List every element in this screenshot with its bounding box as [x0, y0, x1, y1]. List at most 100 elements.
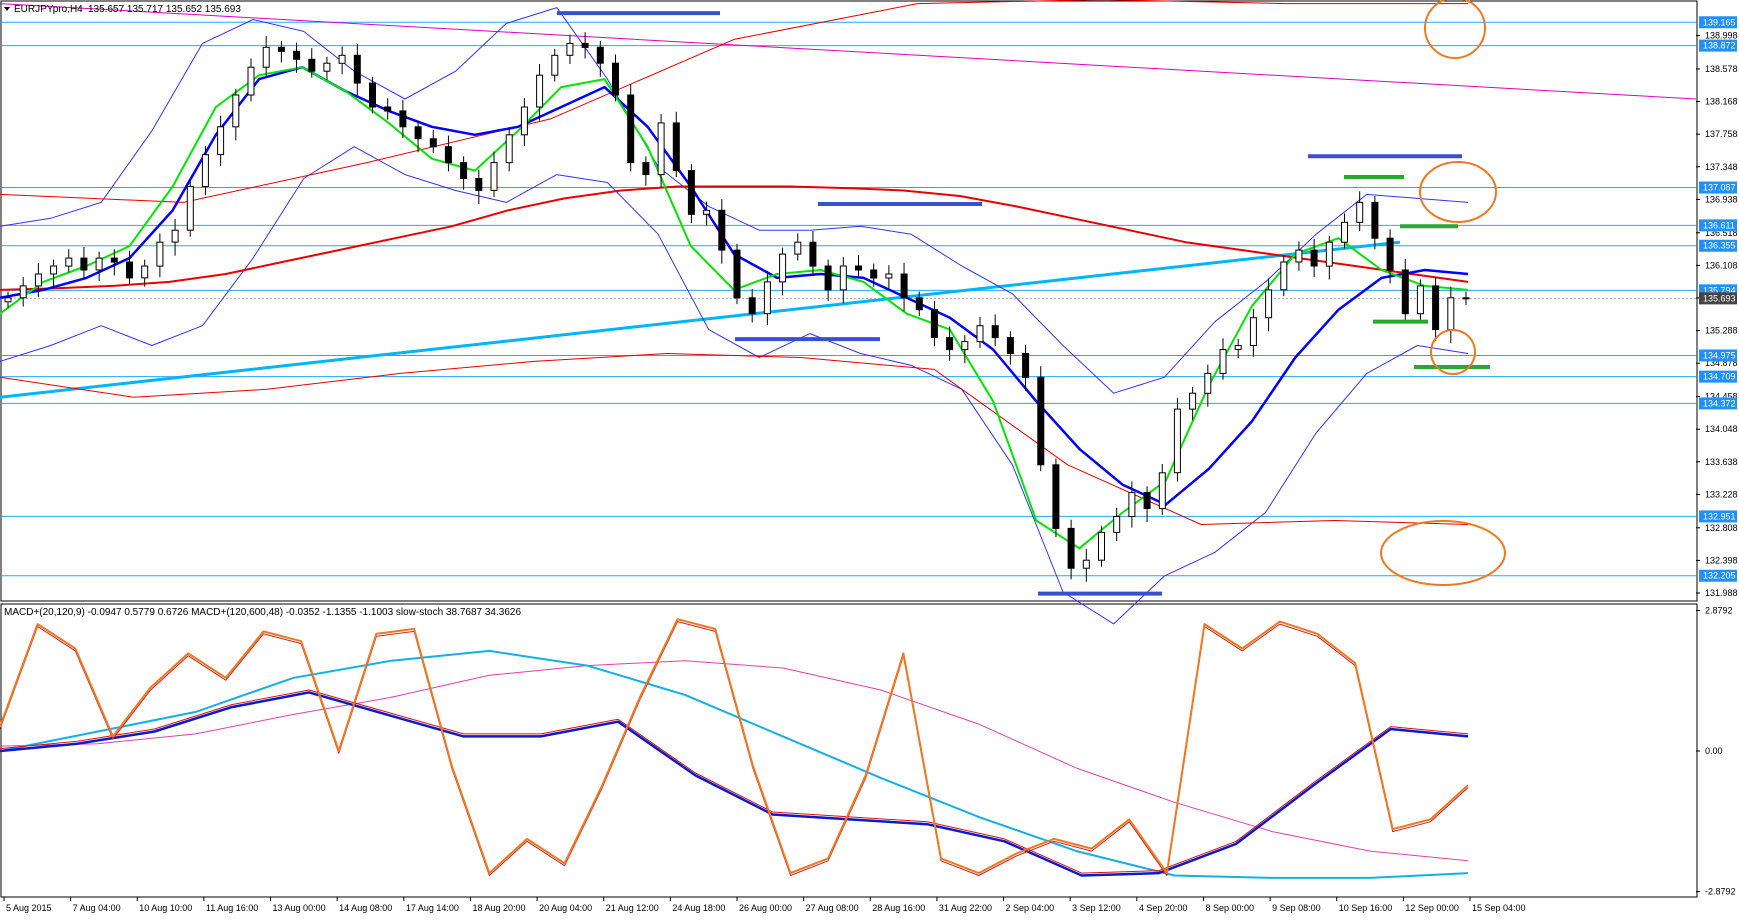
indicator-tick-label: 0.00 — [1705, 746, 1723, 756]
candle-body — [870, 269, 878, 279]
oscillator-lines — [0, 618, 1469, 879]
candle-body — [444, 146, 452, 164]
time-tick-label: 28 Aug 16:00 — [872, 903, 925, 913]
candle — [1325, 235, 1333, 280]
candle-body — [946, 337, 954, 351]
candle — [1189, 386, 1197, 421]
price-tick-label: 136.518 — [1705, 228, 1738, 238]
candle-body — [262, 46, 270, 68]
candle — [4, 291, 12, 309]
candle-body — [338, 54, 346, 64]
candle — [855, 254, 862, 277]
macd-signal-line — [0, 689, 1469, 874]
trendline-magenta — [0, 3, 1697, 100]
candle-body — [976, 325, 984, 343]
candle-body — [1295, 249, 1303, 263]
candle — [293, 42, 301, 73]
candle — [1143, 486, 1151, 523]
candle — [323, 56, 331, 80]
time-tick-label: 24 Aug 18:00 — [672, 903, 725, 913]
price-tick-label: 132.808 — [1705, 523, 1738, 533]
candle-body — [1234, 345, 1242, 350]
candle — [414, 120, 422, 153]
candle — [763, 270, 771, 325]
bollinger-upper-line — [0, 7, 1469, 394]
price-tick-label: 138.578 — [1705, 64, 1738, 74]
candle-body — [186, 186, 194, 231]
price-label-text: 136.355 — [1703, 241, 1736, 251]
candle — [1462, 291, 1470, 305]
time-tick-label: 21 Aug 12:00 — [606, 903, 659, 913]
indicator-tick-label: -2.8792 — [1705, 887, 1736, 897]
envelope-lower-line — [0, 353, 1469, 525]
candle-body — [779, 253, 787, 283]
candle-body — [217, 126, 225, 156]
time-tick-label: 27 Aug 08:00 — [806, 903, 859, 913]
candle — [141, 259, 149, 287]
candle — [1401, 258, 1409, 321]
time-tick-label: 10 Aug 10:00 — [139, 903, 192, 913]
candle-body — [1265, 289, 1273, 319]
price-tick-label: 136.108 — [1705, 260, 1738, 270]
candle-body — [399, 110, 407, 128]
price-label-text: 134.975 — [1703, 350, 1736, 360]
candle-body — [1158, 472, 1166, 510]
candle-body — [1128, 492, 1136, 518]
collapse-triangle-icon[interactable] — [4, 7, 10, 11]
candle-body — [961, 341, 969, 351]
envelope-upper-line — [0, 0, 1468, 203]
candle-body — [1022, 353, 1030, 378]
candle — [1416, 279, 1424, 323]
candle-body — [536, 74, 544, 108]
price-tick-label: 133.228 — [1705, 489, 1738, 499]
candle — [718, 199, 726, 264]
candle-body — [4, 297, 12, 303]
candle-body — [384, 106, 392, 112]
time-tick-label: 3 Sep 12:00 — [1072, 903, 1121, 913]
candle — [915, 291, 923, 317]
price-label-text: 137.087 — [1703, 183, 1736, 193]
candle — [748, 289, 756, 323]
price-label-text: 135.693 — [1703, 293, 1736, 303]
candle-body — [1249, 317, 1257, 347]
candle — [475, 169, 483, 204]
price-label-box — [1699, 16, 1737, 29]
price-tick-label: 132.398 — [1705, 555, 1738, 565]
candle — [1128, 481, 1136, 528]
candle — [247, 58, 255, 102]
candle-body — [1173, 408, 1181, 474]
candle — [870, 263, 878, 287]
price-label-box — [1699, 370, 1737, 383]
candle-body — [50, 265, 58, 275]
candle-body — [156, 241, 164, 267]
price-tick-label: 131.988 — [1705, 588, 1738, 598]
candle-body — [1113, 516, 1121, 533]
candle — [961, 335, 969, 364]
candle-body — [733, 249, 741, 299]
candle — [126, 250, 133, 285]
candle — [976, 316, 984, 348]
price-label-box — [1699, 397, 1737, 410]
candle — [657, 114, 665, 189]
price-tick-label: 138.998 — [1705, 31, 1738, 41]
candle — [1219, 338, 1227, 380]
time-tick-label: 13 Aug 00:00 — [273, 903, 326, 913]
candle-body — [1371, 201, 1379, 239]
candle — [171, 219, 179, 256]
candle — [1052, 458, 1060, 538]
candle — [277, 40, 285, 63]
candle — [779, 247, 787, 296]
candle — [991, 314, 999, 347]
candle — [156, 233, 164, 278]
price-label-box — [1699, 219, 1737, 232]
time-tick-label: 18 Aug 20:00 — [472, 903, 525, 913]
symbol-title: EURJPYpro,H4 — [14, 4, 83, 15]
candle-body — [520, 106, 528, 136]
macd-fast-line — [0, 691, 1469, 877]
candle-body — [1325, 241, 1333, 267]
candle — [338, 46, 346, 75]
price-label-box — [1699, 239, 1737, 252]
candle-body — [809, 241, 817, 267]
